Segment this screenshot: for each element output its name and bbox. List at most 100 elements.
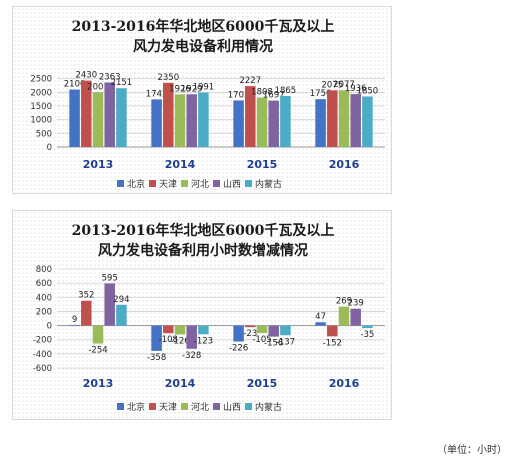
data-label: -226 [229, 344, 248, 354]
legend-swatch-内蒙古 [245, 180, 252, 187]
legend-swatch-内蒙古 [245, 403, 252, 410]
data-label: 1850 [357, 86, 379, 96]
x-tick-label: 2013 [83, 158, 114, 171]
bar-北京 [151, 99, 162, 147]
bar-天津 [163, 325, 174, 334]
legend-label: 河北 [191, 401, 209, 413]
data-label: 269 [336, 297, 352, 307]
y-tick-label: 0 [47, 143, 52, 153]
bar-山西 [186, 94, 197, 147]
data-label: -137 [276, 337, 295, 347]
data-label: -123 [194, 336, 213, 346]
y-tick-label: 2000 [30, 88, 52, 98]
data-label: -105 [252, 335, 271, 345]
y-tick-label: -400 [33, 350, 52, 360]
data-label: 2100 [64, 80, 86, 90]
data-label: 1703 [228, 90, 250, 100]
y-tick-label: 1000 [30, 116, 52, 126]
bar-山西 [104, 82, 115, 147]
bar-天津 [245, 86, 256, 147]
bar-山西 [268, 325, 279, 337]
x-tick-label: 2013 [83, 377, 114, 390]
bar-北京 [233, 325, 244, 342]
chart-title-line: 2013-2016年华北地区6000千瓦及以上 [72, 222, 335, 239]
x-tick-label: 2016 [329, 158, 360, 171]
chart-title-line: 风力发电设备利用小时数增减情况 [98, 242, 308, 259]
chart-panel-change: 2013-2016年华北地区6000千瓦及以上 风力发电设备利用小时数增减情况 -6… [12, 210, 392, 420]
data-label: 1929 [181, 84, 203, 94]
data-label: 1926 [169, 84, 191, 94]
y-tick-label: 600 [36, 279, 52, 289]
chart-panel-utilization: 2013-2016年华北地区6000千瓦及以上 风力发电设备利用情况 0 500 100… [12, 6, 392, 194]
legend-label: 河北 [191, 178, 209, 190]
bar-天津 [81, 80, 92, 147]
data-label: 1750 [310, 89, 332, 99]
bar-河北 [174, 94, 186, 147]
x-tick-label: 2014 [165, 158, 196, 171]
x-tick-label: 2016 [329, 377, 360, 390]
bar-河北 [174, 325, 186, 335]
chart-title-line: 2013-2016年华北地区6000千瓦及以上 [72, 18, 335, 35]
data-label: 239 [348, 299, 364, 309]
bar-河北 [92, 92, 104, 147]
data-label: 352 [78, 291, 94, 301]
data-label: 1936 [345, 84, 367, 94]
legend-label: 天津 [159, 402, 177, 413]
y-tick-label: -200 [33, 336, 52, 346]
legend-swatch-河北 [181, 403, 188, 410]
bar-天津 [81, 300, 92, 326]
data-label: 2075 [321, 80, 343, 90]
data-label: 1697 [263, 91, 285, 101]
data-label: -254 [88, 346, 107, 356]
legend-label: 天津 [159, 179, 177, 190]
legend-label: 北京 [127, 178, 145, 190]
data-label: 2151 [111, 78, 133, 88]
data-label: 1742 [146, 89, 168, 99]
bar-北京 [151, 325, 162, 351]
bar-北京 [69, 324, 80, 326]
data-label: 2350 [157, 73, 179, 83]
legend-swatch-山西 [213, 403, 220, 410]
bar-内蒙古 [280, 96, 291, 147]
y-tick-label: 500 [36, 129, 52, 139]
bar-北京 [315, 322, 326, 326]
legend-label: 北京 [127, 401, 145, 413]
data-label: -152 [323, 338, 342, 348]
chart-title-line: 风力发电设备利用情况 [133, 38, 273, 55]
bar-北京 [69, 89, 80, 147]
y-tick-label: -600 [33, 364, 52, 374]
data-label: 2227 [239, 76, 261, 86]
data-label: 2363 [99, 72, 121, 82]
x-tick-label: 2015 [247, 377, 278, 390]
legend-swatch-天津 [149, 403, 156, 410]
y-tick-label: 2500 [30, 75, 52, 85]
data-label: -108 [159, 335, 178, 345]
data-label: 1865 [275, 86, 297, 96]
y-tick-label: 800 [36, 265, 52, 275]
data-label: -358 [147, 353, 166, 363]
bar-内蒙古 [116, 304, 127, 326]
y-tick-label: 0 [47, 322, 52, 332]
bar-北京 [233, 100, 244, 147]
data-label: -156 [264, 339, 283, 349]
bar-河北 [256, 97, 268, 147]
bar-河北 [92, 325, 104, 344]
data-label: 1991 [193, 83, 215, 93]
data-label: 9 [72, 315, 77, 325]
bar-天津 [327, 90, 338, 147]
data-label: -328 [182, 351, 201, 361]
bar-河北 [256, 325, 268, 333]
legend-label: 山西 [223, 179, 241, 190]
data-label: 2430 [75, 71, 97, 81]
legend-swatch-北京 [117, 403, 124, 410]
data-label: -35 [360, 330, 374, 340]
bar-山西 [186, 325, 197, 349]
bar-内蒙古 [280, 325, 291, 336]
y-tick-label: 1500 [30, 102, 52, 112]
data-label: 2001 [87, 82, 109, 92]
data-label: -23 [243, 329, 257, 339]
data-label: 2077 [333, 80, 355, 90]
unit-note: （单位：小时） [437, 445, 507, 456]
